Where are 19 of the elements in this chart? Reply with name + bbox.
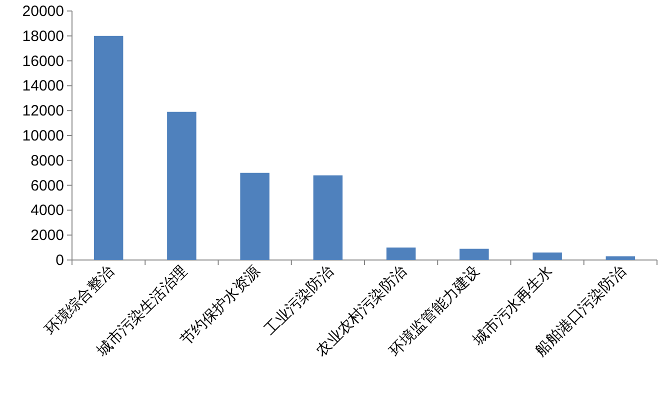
bar	[460, 248, 489, 260]
bar	[606, 256, 636, 260]
y-tick-label: 4000	[30, 202, 64, 220]
y-tick-label: 2000	[30, 227, 64, 244]
y-tick-label: 10000	[22, 128, 64, 144]
y-tick-label: 18000	[22, 28, 64, 45]
bar	[386, 248, 416, 260]
bar	[313, 175, 343, 260]
bar	[532, 252, 562, 260]
y-tick-label: 8000	[30, 152, 64, 170]
y-tick-label: 0	[56, 252, 64, 269]
y-tick-label: 14000	[22, 78, 64, 95]
y-tick-label: 12000	[22, 102, 64, 120]
y-tick-label: 16000	[22, 52, 64, 70]
bar	[240, 172, 270, 260]
y-tick-label: 20000	[22, 3, 64, 20]
bar	[94, 36, 124, 260]
y-tick-label: 6000	[30, 177, 64, 194]
bar	[167, 112, 196, 260]
